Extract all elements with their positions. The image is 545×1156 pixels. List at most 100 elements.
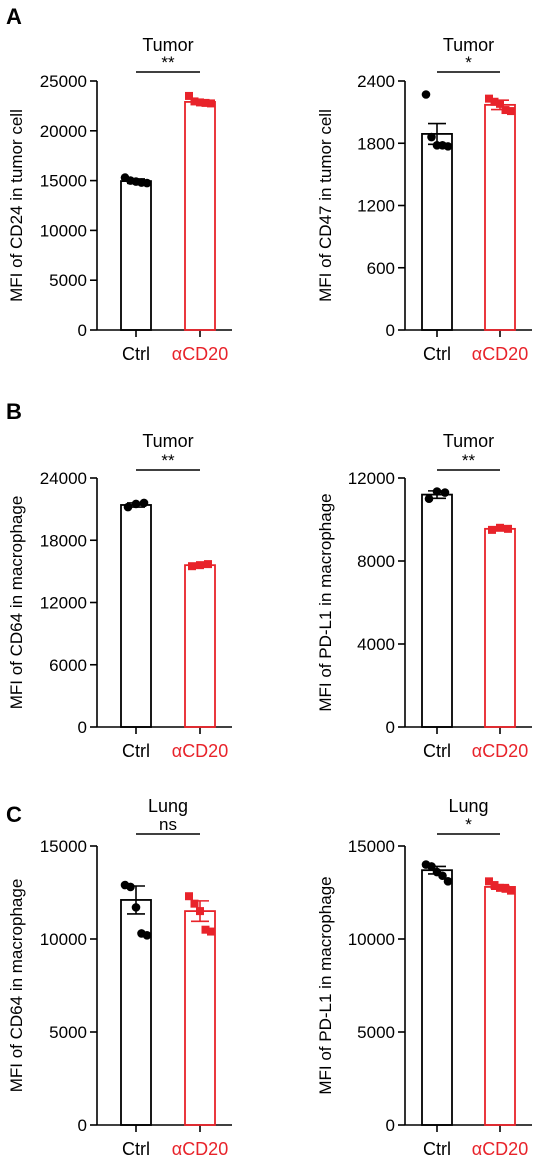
y-tick-label: 5000	[49, 1023, 87, 1042]
y-tick-label: 15000	[40, 837, 87, 856]
x-tick-label: Ctrl	[122, 1139, 150, 1156]
y-tick-label: 15000	[348, 837, 395, 856]
data-point	[139, 498, 149, 508]
data-point	[496, 523, 504, 532]
panel-letter: A	[6, 4, 22, 29]
y-tick-label: 0	[386, 718, 395, 737]
x-tick-label: αCD20	[172, 741, 228, 761]
y-tick-label: 0	[78, 1116, 87, 1135]
y-tick-label: 12000	[40, 594, 87, 613]
x-tick-label: Ctrl	[423, 741, 451, 761]
y-tick-label: 0	[78, 718, 87, 737]
chart-title: Tumor	[443, 431, 494, 451]
y-axis-label: MFI of CD64 in macrophage	[7, 496, 26, 710]
data-point	[424, 494, 434, 504]
significance-label: **	[462, 451, 476, 470]
data-point	[142, 178, 152, 188]
y-tick-label: 5000	[49, 271, 87, 290]
data-point	[427, 862, 436, 871]
data-point	[131, 499, 141, 509]
y-tick-label: 10000	[348, 930, 395, 949]
x-tick-label: αCD20	[172, 344, 228, 364]
data-point	[438, 871, 447, 881]
x-tick-label: Ctrl	[122, 344, 150, 364]
data-point	[501, 884, 510, 893]
y-axis-label: MFI of PD-L1 in macrophage	[316, 493, 335, 711]
x-tick-label: αCD20	[472, 741, 528, 761]
bar	[421, 133, 453, 331]
chart-panel-6: Lung MFI of PD-L1 in macrophage 0 5000 10000…	[316, 796, 532, 1156]
bar	[484, 103, 516, 331]
data-point	[190, 899, 199, 908]
bar	[421, 869, 453, 1126]
chart-panel-1: A Tumor MFI of CD24 in tumor cell 0 5000 1000…	[6, 4, 232, 364]
x-tick-label: Ctrl	[122, 741, 150, 761]
data-point	[201, 925, 210, 934]
data-point	[488, 525, 496, 534]
data-point	[207, 99, 215, 108]
bar	[421, 493, 453, 728]
data-point	[190, 97, 199, 106]
y-tick-label: 15000	[40, 172, 87, 191]
y-axis-label: MFI of CD47 in tumor cell	[316, 109, 335, 302]
panel-letter: B	[6, 399, 22, 424]
data-point	[188, 562, 196, 571]
data-point	[185, 91, 193, 100]
data-point	[485, 94, 493, 103]
x-tick-label: αCD20	[472, 1139, 528, 1156]
y-tick-label: 0	[386, 1116, 395, 1135]
y-tick-label: 20000	[40, 122, 87, 141]
y-tick-label: 12000	[348, 469, 395, 488]
y-tick-label: 24000	[40, 469, 87, 488]
data-point	[507, 107, 515, 116]
data-point	[496, 883, 504, 892]
bar	[484, 527, 516, 728]
chart-panel-2: Tumor MFI of CD47 in tumor cell 0 600 1200 18…	[316, 35, 532, 364]
y-tick-label: 1200	[357, 197, 395, 216]
bar	[484, 886, 516, 1126]
data-point	[496, 99, 504, 108]
y-tick-label: 4000	[357, 635, 395, 654]
bar	[120, 180, 152, 331]
data-point	[490, 881, 499, 890]
y-tick-label: 18000	[40, 531, 87, 550]
data-point	[443, 877, 453, 886]
data-point	[485, 877, 493, 886]
data-point	[196, 561, 204, 570]
chart-panel-5: C Lung MFI of CD64 in macrophage 0 5000 10000…	[6, 796, 232, 1156]
data-point	[131, 903, 141, 912]
chart-title: Tumor	[142, 431, 193, 451]
y-tick-label: 5000	[357, 1023, 395, 1042]
data-point	[440, 488, 450, 497]
data-point	[123, 502, 133, 512]
chart-panel-3: B Tumor MFI of CD64 in macrophage 0 6000 1200…	[6, 399, 232, 761]
y-axis-label: MFI of CD64 in macrophage	[7, 879, 26, 1093]
data-point	[421, 90, 431, 99]
y-tick-label: 10000	[40, 221, 87, 240]
y-tick-label: 2400	[357, 72, 395, 91]
y-tick-label: 0	[78, 321, 87, 340]
bar	[184, 564, 216, 728]
bar	[184, 101, 216, 331]
chart-title: Tumor	[443, 35, 494, 55]
y-tick-label: 10000	[40, 930, 87, 949]
x-tick-label: Ctrl	[423, 1139, 451, 1156]
data-point	[126, 882, 135, 892]
bar	[184, 910, 216, 1126]
data-point	[507, 886, 515, 895]
data-point	[490, 97, 499, 106]
data-point	[142, 930, 152, 940]
chart-title: Tumor	[142, 35, 193, 55]
y-axis-label: MFI of PD-L1 in macrophage	[316, 876, 335, 1094]
y-tick-label: 6000	[49, 656, 87, 675]
data-point	[201, 98, 210, 107]
y-tick-label: 600	[367, 259, 395, 278]
y-tick-label: 25000	[40, 72, 87, 91]
data-point	[185, 892, 193, 901]
chart-panel-4: Tumor MFI of PD-L1 in macrophage 0 4000 8000…	[316, 431, 532, 761]
x-tick-label: αCD20	[472, 344, 528, 364]
chart-title: Lung	[448, 796, 488, 816]
significance-label: *	[465, 815, 472, 834]
data-point	[427, 132, 436, 142]
data-point	[196, 907, 204, 916]
